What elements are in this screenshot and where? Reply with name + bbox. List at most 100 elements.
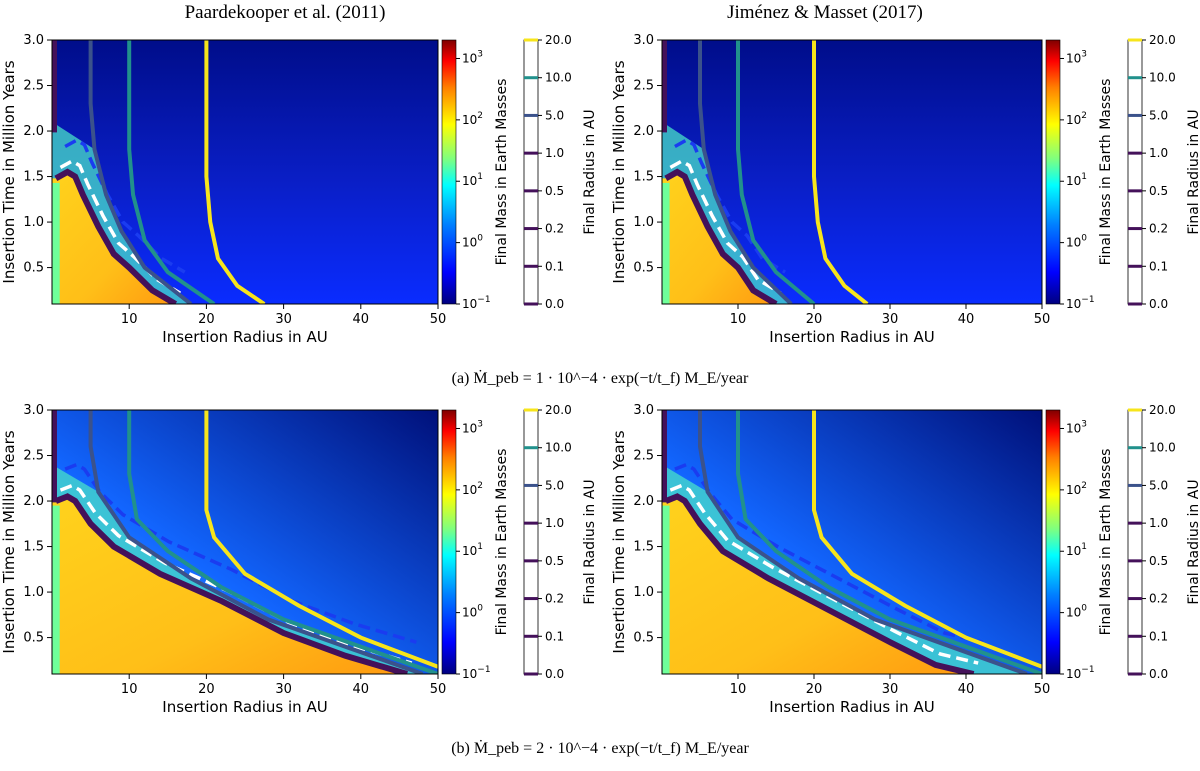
y-tick-label: 1.0 — [633, 215, 654, 230]
x-tick-label: 10 — [121, 312, 138, 327]
radius-colorbar-tick-label: 0.0 — [545, 297, 564, 311]
y-tick-label: 1.5 — [633, 170, 654, 185]
mass-colorbar-tick-label: 101 — [462, 542, 483, 558]
axes-frame — [661, 409, 1043, 675]
heatmap-panel: 10 20 30 40 50 0.5 1.0 1.5 2.0 2.5 3.0 Insertion Ra… — [610, 403, 1200, 716]
radius-colorbar-tick-label: 0.2 — [545, 222, 564, 236]
radius-colorbar-tick-label: 20.0 — [545, 33, 572, 47]
radius-colorbar — [523, 409, 539, 675]
x-tick-label: 30 — [882, 682, 899, 697]
mass-colorbar-tick-label: 100 — [1066, 604, 1087, 620]
x-tick-label: 20 — [198, 312, 215, 327]
y-tick-label: 0.5 — [633, 631, 654, 646]
radius-colorbar-tick-label: 1.0 — [545, 146, 564, 160]
radius-colorbar-tick-label: 5.0 — [1149, 108, 1168, 122]
radius-colorbar-tick-label: 0.1 — [1149, 259, 1168, 273]
y-tick-label: 3.0 — [633, 403, 654, 418]
contour-20-au — [204, 40, 266, 304]
x-axis-label: Insertion Radius in AU — [162, 698, 327, 716]
mass-colorbar — [1045, 409, 1061, 675]
x-tick-label: 30 — [275, 682, 292, 697]
mass-colorbar-tick-label: 102 — [1066, 481, 1087, 497]
y-tick-label: 2.5 — [23, 449, 44, 464]
contour-1-au — [54, 493, 408, 674]
mass-colorbar-tick-label: 101 — [1066, 542, 1087, 558]
radius-colorbar-tick-label: 0.0 — [1149, 667, 1168, 681]
x-tick-label: 40 — [958, 682, 975, 697]
caption-b: (b) Ṁ_peb = 2 · 10^−4 · exp(−t/t_f) M_E/… — [0, 740, 1200, 758]
radius-colorbar-tick-label: 0.5 — [1149, 554, 1168, 568]
x-tick-label: 20 — [806, 682, 823, 697]
y-tick-label: 1.0 — [23, 215, 44, 230]
radius-colorbar-tick-label: 5.0 — [545, 108, 564, 122]
dashed-white-contour — [669, 159, 782, 295]
radius-colorbar-tick-label: 0.5 — [545, 554, 564, 568]
y-tick-label: 0.5 — [23, 631, 44, 646]
mass-colorbar-label: Final Mass in Earth Masses — [1098, 79, 1114, 266]
x-axis-label: Insertion Radius in AU — [162, 328, 327, 346]
inner-edge-strip — [662, 40, 667, 133]
mass-colorbar-tick-label: 103 — [1066, 419, 1087, 435]
caption-a: (a) Ṁ_peb = 1 · 10^−4 · exp(−t/t_f) M_E/… — [0, 370, 1200, 388]
y-tick-label: 2.0 — [23, 494, 44, 509]
y-tick-label: 3.0 — [23, 33, 44, 48]
y-tick-label: 3.0 — [23, 403, 44, 418]
dashed-white-contour — [59, 483, 413, 665]
y-axis-label: Insertion Time in Million Years — [0, 430, 18, 653]
radius-colorbar-tick-label: 0.5 — [545, 184, 564, 198]
caption-b-formula: Ṁ_peb = 2 · 10^−4 · exp(−t/t_f) M_E/year — [473, 740, 749, 757]
mass-colorbar-tick-label: 10−1 — [1066, 295, 1095, 311]
inner-edge-strip — [662, 410, 667, 503]
radius-colorbar-label: Final Radius in AU — [1186, 479, 1200, 604]
contour-5-au — [698, 40, 793, 304]
y-tick-label: 1.5 — [23, 170, 44, 185]
y-tick-label: 2.5 — [633, 449, 654, 464]
mass-colorbar — [441, 39, 457, 305]
y-tick-label: 2.0 — [23, 124, 44, 139]
inner-edge-strip — [52, 40, 57, 133]
contour-10-au — [127, 410, 438, 674]
mass-colorbar — [1045, 39, 1061, 305]
radius-colorbar-tick-label: 1.0 — [545, 516, 564, 530]
inner-strip — [52, 505, 60, 674]
radius-colorbar-label: Final Radius in AU — [1186, 109, 1200, 234]
x-tick-label: 40 — [958, 312, 975, 327]
high-mass-region — [662, 496, 974, 674]
caption-a-formula: Ṁ_peb = 1 · 10^−4 · exp(−t/t_f) M_E/year — [473, 370, 749, 387]
x-tick-label: 50 — [1034, 682, 1051, 697]
mass-colorbar-tick-label: 101 — [462, 172, 483, 188]
radius-colorbar-tick-label: 0.2 — [1149, 222, 1168, 236]
radius-colorbar-tick-label: 0.1 — [545, 259, 564, 273]
plot-area — [662, 40, 1042, 304]
radius-colorbar-label: Final Radius in AU — [582, 479, 598, 604]
inner-strip — [662, 182, 670, 304]
radius-colorbar-tick-label: 5.0 — [545, 478, 564, 492]
mass-colorbar — [441, 409, 457, 675]
mass-colorbar-tick-label: 10−1 — [1066, 665, 1095, 681]
dashed-white-contour — [669, 483, 979, 665]
mass-colorbar-tick-label: 103 — [462, 419, 483, 435]
y-axis-label: Insertion Time in Million Years — [610, 60, 628, 283]
x-tick-label: 10 — [730, 682, 747, 697]
x-tick-label: 30 — [275, 312, 292, 327]
contour-20-au — [812, 410, 1042, 669]
radius-colorbar-label: Final Radius in AU — [582, 109, 598, 234]
inner-edge-strip — [52, 410, 57, 503]
mass-colorbar-tick-label: 10−1 — [462, 665, 491, 681]
plot-area — [662, 410, 1042, 674]
mass-colorbar-tick-label: 103 — [1066, 49, 1087, 65]
x-tick-label: 10 — [730, 312, 747, 327]
radius-colorbar-tick-label: 0.1 — [545, 629, 564, 643]
radius-colorbar-tick-label: 20.0 — [1149, 403, 1176, 417]
high-mass-region — [662, 172, 776, 304]
radius-colorbar-tick-label: 10.0 — [1149, 441, 1176, 455]
caption-a-label: (a) — [451, 370, 470, 387]
inner-strip — [52, 182, 60, 304]
mass-colorbar-tick-label: 102 — [1066, 111, 1087, 127]
mass-colorbar-tick-label: 100 — [462, 604, 483, 620]
mass-colorbar-label: Final Mass in Earth Masses — [494, 449, 510, 636]
radius-colorbar — [523, 39, 539, 305]
contour-10-au — [736, 410, 1042, 674]
